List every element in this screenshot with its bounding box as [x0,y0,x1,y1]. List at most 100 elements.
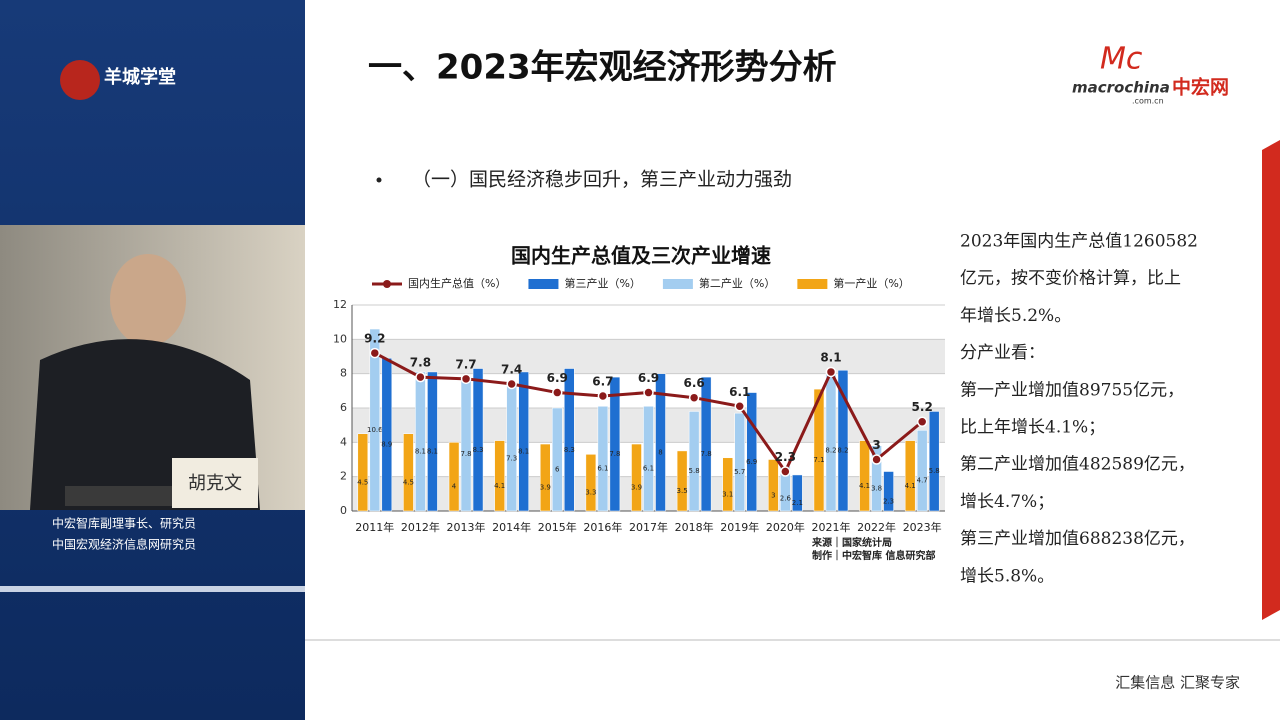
legend-label: 第一产业（%） [833,276,909,290]
line-label: 7.7 [455,357,476,371]
slide-accent [1262,140,1280,620]
grid-band [352,339,945,374]
speaker-head [110,254,186,346]
bar [813,388,825,512]
bar [540,443,551,512]
line-point [552,387,563,398]
bullet-dot [376,177,382,183]
line-point [825,366,837,378]
x-tick-label: 2022年 [857,520,896,534]
line-point [460,373,472,385]
line-point [643,387,654,398]
data-label: 2.1 [792,499,803,507]
bar [904,440,916,512]
bar [631,443,642,512]
bar [357,433,369,512]
x-tick-label: 2023年 [903,520,942,534]
legend-swatch [528,279,559,289]
line-point [415,371,426,383]
footer: 汇集信息 汇聚专家 [1115,674,1240,692]
bullet: （一）国民经济稳步回升，第三产业动力强劲 [412,169,792,191]
bar [472,368,484,512]
data-label: 3.9 [631,484,642,492]
caption: 中国宏观经济信息网研究员 [52,537,196,552]
data-label: 4.1 [905,482,916,490]
paragraph-line: 第二产业增加值482589亿元， [960,455,1195,475]
bar [768,459,779,512]
brand-cn: 中宏网 [1172,76,1229,99]
bar [448,442,460,512]
line-point [916,416,928,427]
paragraph-line: 2023年国内生产总值1260582 [960,232,1198,252]
line-point [871,454,882,465]
bar [837,369,849,512]
y-tick-label: 12 [333,298,347,311]
x-tick-label: 2019年 [720,520,759,534]
line-label: 5.2 [912,400,933,414]
legend-swatch [383,280,391,288]
data-label: 8.1 [415,447,426,455]
line-point [506,378,517,390]
data-label: 2.6 [780,495,792,503]
divider [0,586,305,592]
brand: macrochina [1072,79,1170,97]
data-label: 8.9 [381,441,392,449]
x-tick-label: 2015年 [538,520,577,534]
speaker-name: 胡克文 [188,473,242,494]
chart-title: 国内生产总值及三次产业增速 [511,244,771,268]
data-label: 7.8 [701,450,712,458]
bar [564,368,575,512]
data-label: 7.1 [813,456,824,464]
bar [916,430,928,512]
x-tick-label: 2018年 [675,520,714,534]
paragraph-line: 增长4.7%； [960,492,1054,512]
line-point [688,392,700,403]
line-label: 3 [872,438,880,452]
data-label: 4.7 [917,477,928,485]
data-label: 8 [658,448,662,456]
x-tick-label: 2017年 [629,520,668,534]
line-label: 6.9 [638,371,659,385]
laptop [65,486,175,506]
bar [746,392,757,512]
bar [871,445,882,512]
data-label: 2.3 [883,497,894,505]
bar [460,376,472,512]
bar [676,450,688,512]
bar [928,411,940,512]
data-label: 5.8 [929,467,940,475]
logo: 羊城学堂 [104,66,176,88]
data-label: 10.6 [367,426,383,434]
source-note: 制作｜中宏智库 信息研究部 [812,549,935,562]
line-point [369,347,381,359]
data-label: 8.3 [472,446,483,454]
data-label: 8.2 [825,447,836,455]
bar [585,454,597,512]
data-label: 7.8 [609,450,620,458]
slide-title: 一、2023年宏观经济形势分析 [368,48,837,88]
data-label: 7.3 [506,454,517,462]
y-tick-label: 10 [333,332,347,345]
data-label: 8.1 [518,447,529,455]
bar [597,406,609,512]
bar [506,385,517,512]
paragraph-line: 增长5.8%。 [960,566,1054,586]
paragraph-line: 分产业看： [960,343,1045,363]
line-label: 8.1 [820,350,841,364]
data-label: 3.1 [722,490,733,498]
legend-label: 国内生产总值（%） [408,276,506,290]
data-label: 4.1 [859,482,870,490]
line-label: 2.3 [775,450,796,464]
data-label: 4 [452,483,457,491]
line-point [597,390,609,402]
source-note: 来源｜国家统计局 [811,536,892,549]
paragraph-line: 第三产业增加值688238亿元， [960,529,1195,549]
line-point [780,466,791,477]
bar [415,371,426,512]
data-label: 8.1 [427,447,438,455]
legend-swatch [797,279,828,289]
bar [700,376,712,512]
data-label: 4.5 [403,478,414,486]
line-label: 7.8 [410,356,431,370]
